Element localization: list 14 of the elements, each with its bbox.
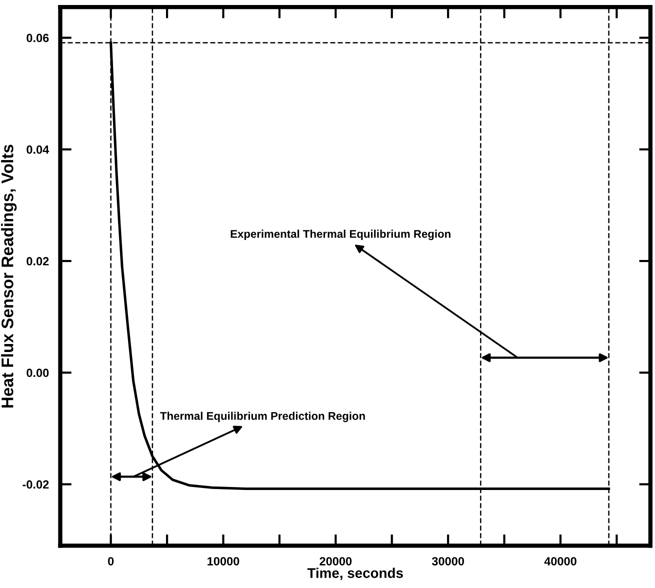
y-tick-label: -0.02: [22, 480, 49, 489]
x-tick-label: 0: [108, 557, 114, 566]
x-tick-label: 20000: [320, 557, 352, 566]
y-tick-label: 0.04: [26, 145, 50, 154]
y-tick-label: 0.06: [26, 34, 49, 42]
y-axis-title: Heat Flux Sensor Readings, Volts: [1, 144, 17, 408]
y-tick-label: 0.00: [26, 368, 49, 378]
x-tick-label: 40000: [544, 557, 576, 566]
x-axis-title: Time, seconds: [307, 568, 403, 580]
x-tick-label: 10000: [208, 557, 240, 566]
annotation: Thermal Equilibrium Prediction Region: [160, 412, 365, 422]
x-tick-label: 30000: [432, 557, 464, 566]
y-tick-label: 0.02: [26, 257, 49, 266]
annotation: Experimental Thermal Equilibrium Region: [230, 230, 450, 240]
